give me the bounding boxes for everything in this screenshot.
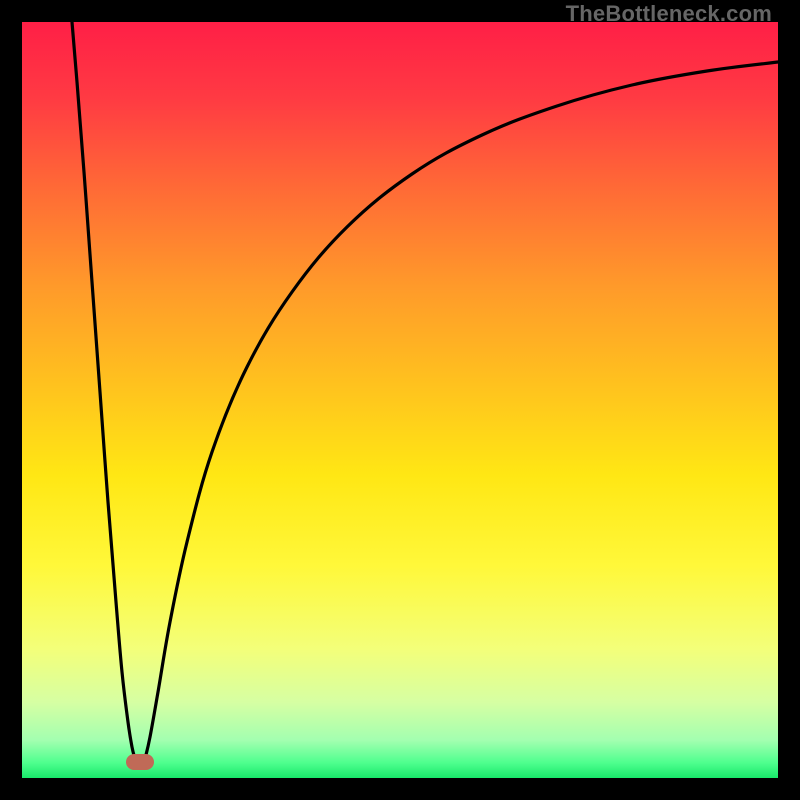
frame-border-right <box>778 0 800 800</box>
watermark-text: TheBottleneck.com <box>566 1 772 27</box>
frame-border-left <box>0 0 22 800</box>
frame-border-bottom <box>0 778 800 800</box>
plot-area <box>22 22 778 778</box>
curve-left <box>72 22 135 759</box>
curves-svg <box>22 22 778 778</box>
curve-right <box>145 62 778 759</box>
chart-frame: TheBottleneck.com <box>0 0 800 800</box>
dip-marker <box>126 754 154 770</box>
